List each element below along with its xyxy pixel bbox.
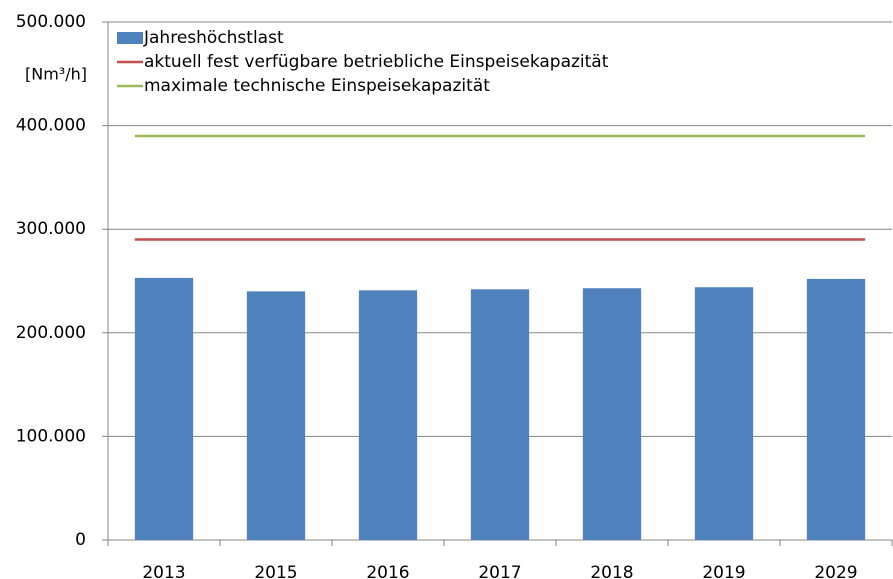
bar — [358, 290, 418, 540]
y-tick-label: 100.000 — [16, 426, 86, 446]
x-tick-label: 2013 — [142, 563, 185, 579]
x-tick-label: 2018 — [590, 563, 633, 579]
y-tick-label: 0 — [75, 530, 86, 550]
bar — [134, 277, 194, 540]
y-tick-label: 200.000 — [16, 323, 86, 343]
bar — [470, 289, 530, 540]
y-axis-label: [Nm³/h] — [25, 65, 87, 84]
legend-swatch — [117, 32, 143, 44]
legend-label: aktuell fest verfügbare betriebliche Ein… — [144, 52, 609, 72]
legend-label: Jahreshöchstlast — [143, 28, 284, 48]
bar — [582, 288, 642, 540]
y-tick-label: 400.000 — [16, 116, 86, 136]
x-tick-label: 2019 — [702, 563, 745, 579]
bar — [694, 287, 754, 540]
x-tick-label: 2015 — [254, 563, 297, 579]
y-tick-label: 500.000 — [16, 12, 86, 32]
x-tick-label: 2017 — [478, 563, 521, 579]
x-tick-label: 2016 — [366, 563, 409, 579]
legend-label: maximale technische Einspeisekapazität — [144, 76, 490, 96]
bar — [806, 278, 866, 540]
y-tick-label: 300.000 — [16, 219, 86, 239]
x-tick-label: 2029 — [814, 563, 857, 579]
bar — [246, 291, 306, 540]
